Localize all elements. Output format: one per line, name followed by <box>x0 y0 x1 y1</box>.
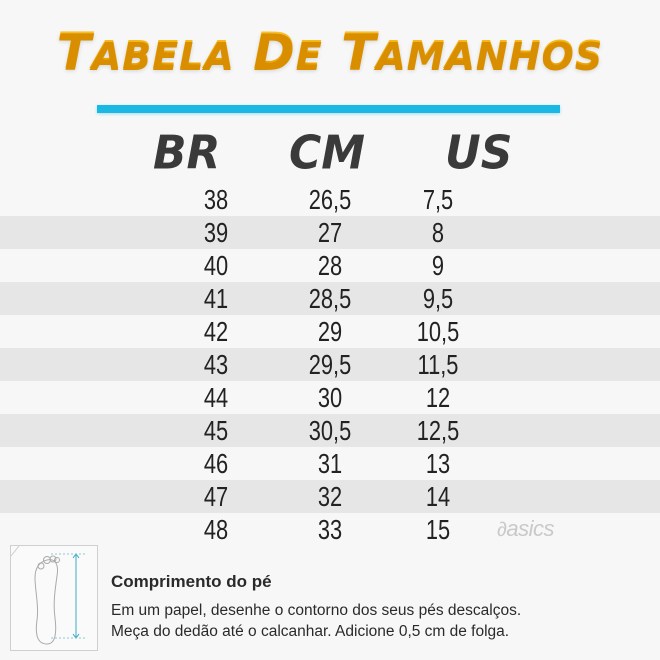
cell-br: 39 <box>203 217 229 248</box>
cell-cm: 29,5 <box>308 349 352 380</box>
table-row: 45 30,5 12,5 <box>0 414 660 447</box>
table-row: 39 27 8 <box>0 216 660 249</box>
title-underline <box>97 105 560 113</box>
info-line-2: Meça do dedão até o calcanhar. Adicione … <box>111 623 510 640</box>
cell-br: 38 <box>203 184 229 215</box>
table-row: 47 32 14 <box>0 480 660 513</box>
cell-cm: 26,5 <box>308 184 352 215</box>
cell-cm: 27 <box>317 217 343 248</box>
cell-us: 9,5 <box>422 283 454 314</box>
cell-cm: 30,5 <box>308 415 352 446</box>
cell-br: 40 <box>203 250 229 281</box>
cell-us: 12,5 <box>416 415 460 446</box>
cell-us: 14 <box>425 481 451 512</box>
cell-cm: 32 <box>317 481 343 512</box>
info-title: Comprimento do pé <box>111 572 272 591</box>
header-br: BR <box>153 126 221 181</box>
cell-br: 46 <box>203 448 229 479</box>
header-us: US <box>445 126 513 181</box>
cell-us: 13 <box>425 448 451 479</box>
title-text: TABELA DE TAMANHOS <box>56 22 604 80</box>
cell-us: 9 <box>431 250 445 281</box>
table-row: 46 31 13 <box>0 447 660 480</box>
info-text: Em um papel, desenhe o contorno dos seus… <box>111 600 521 642</box>
cell-us: 15 <box>425 514 451 545</box>
cell-br: 48 <box>203 514 229 545</box>
table-row: 44 30 12 <box>0 381 660 414</box>
cell-cm: 31 <box>317 448 343 479</box>
cell-cm: 28,5 <box>308 283 352 314</box>
info-line-1: Em um papel, desenhe o contorno dos seus… <box>111 602 522 619</box>
cell-us: 7,5 <box>422 184 454 215</box>
brand-text: asics <box>506 516 555 541</box>
cell-br: 45 <box>203 415 229 446</box>
table-row: 43 29,5 11,5 <box>0 348 660 381</box>
foot-measure-icon <box>10 545 98 651</box>
table-row: 48 33 15 <box>0 513 660 546</box>
cell-br: 42 <box>203 316 229 347</box>
table-row: 41 28,5 9,5 <box>0 282 660 315</box>
cell-cm: 33 <box>317 514 343 545</box>
header-cm: CM <box>289 126 366 181</box>
cell-br: 44 <box>203 382 229 413</box>
cell-us: 12 <box>425 382 451 413</box>
cell-us: 10,5 <box>416 316 460 347</box>
table-row: 40 28 9 <box>0 249 660 282</box>
cell-cm: 29 <box>317 316 343 347</box>
page-title: TABELA DE TAMANHOS <box>30 22 630 80</box>
cell-br: 41 <box>203 283 229 314</box>
cell-cm: 28 <box>317 250 343 281</box>
cell-br: 47 <box>203 481 229 512</box>
cell-us: 8 <box>431 217 445 248</box>
asics-logo: ∂asics <box>497 516 555 541</box>
cell-us: 11,5 <box>417 349 459 380</box>
table-row: 42 29 10,5 <box>0 315 660 348</box>
cell-cm: 30 <box>317 382 343 413</box>
cell-br: 43 <box>203 349 229 380</box>
table-row: 38 26,5 7,5 <box>0 183 660 216</box>
